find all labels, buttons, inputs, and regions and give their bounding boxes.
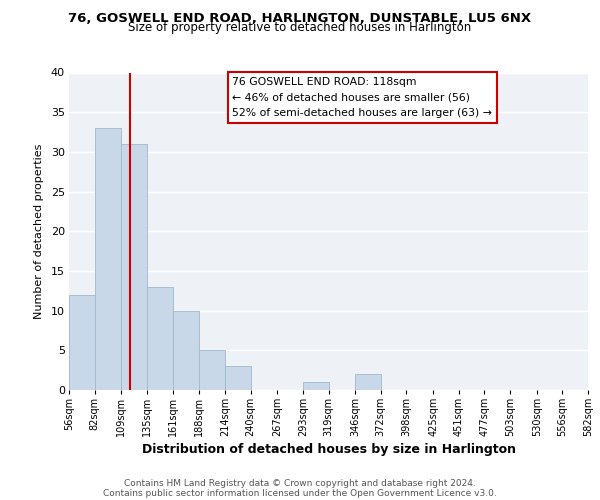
Bar	[121, 144, 147, 390]
Bar	[69, 294, 95, 390]
Y-axis label: Number of detached properties: Number of detached properties	[34, 144, 44, 319]
Text: 76, GOSWELL END ROAD, HARLINGTON, DUNSTABLE, LU5 6NX: 76, GOSWELL END ROAD, HARLINGTON, DUNSTA…	[68, 12, 532, 24]
Text: Contains public sector information licensed under the Open Government Licence v3: Contains public sector information licen…	[103, 489, 497, 498]
Bar	[225, 366, 251, 390]
Bar	[355, 374, 381, 390]
Text: Contains HM Land Registry data © Crown copyright and database right 2024.: Contains HM Land Registry data © Crown c…	[124, 479, 476, 488]
Bar	[303, 382, 329, 390]
Text: Distribution of detached houses by size in Harlington: Distribution of detached houses by size …	[142, 442, 516, 456]
Text: Size of property relative to detached houses in Harlington: Size of property relative to detached ho…	[128, 22, 472, 35]
Bar	[95, 128, 121, 390]
Bar	[199, 350, 225, 390]
Bar	[173, 310, 199, 390]
Bar	[147, 287, 173, 390]
Text: 76 GOSWELL END ROAD: 118sqm
← 46% of detached houses are smaller (56)
52% of sem: 76 GOSWELL END ROAD: 118sqm ← 46% of det…	[232, 78, 493, 118]
